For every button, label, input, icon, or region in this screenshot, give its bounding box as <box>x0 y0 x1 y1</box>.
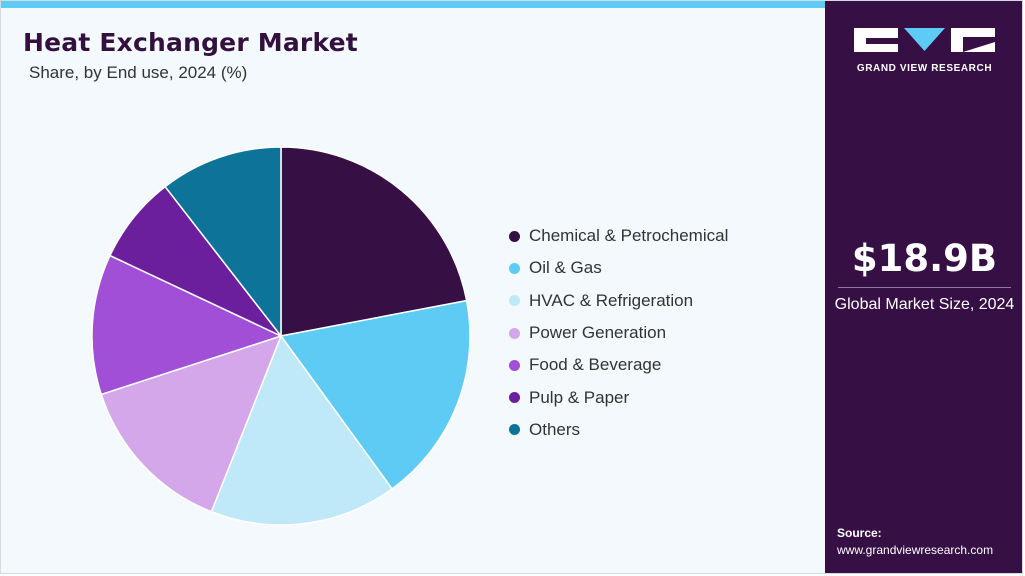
pie-slice-oil-gas[interactable] <box>279 299 471 490</box>
top-accent-bar <box>1 1 825 8</box>
gvr-logo-icon <box>854 28 995 52</box>
legend-swatch <box>509 230 520 242</box>
legend-label: Others <box>529 419 581 439</box>
market-size-label: Global Market Size, 2024 <box>834 296 1015 313</box>
source-url[interactable]: www.grandviewresearch.com <box>837 543 994 557</box>
legend-swatch <box>509 392 520 404</box>
legend-item[interactable]: Power Generation <box>509 317 728 349</box>
legend-swatch <box>509 262 520 274</box>
pie-slice-hvac-refrigeration[interactable] <box>210 334 394 526</box>
info-sidebar: GRAND VIEW RESEARCH $18.9B Global Market… <box>825 1 1022 573</box>
sidebar-divider <box>838 287 1011 288</box>
legend-label: Power Generation <box>529 323 667 343</box>
legend-swatch <box>509 359 520 371</box>
chart-title: Heat Exchanger Market <box>23 28 358 57</box>
legend-swatch <box>509 327 520 339</box>
brand-name: GRAND VIEW RESEARCH <box>856 63 993 74</box>
chart-subtitle: Share, by End use, 2024 (%) <box>29 63 248 82</box>
legend-item[interactable]: HVAC & Refrigeration <box>509 285 728 317</box>
pie-chart <box>91 146 471 526</box>
source-label: Source: <box>837 526 882 540</box>
legend-label: Oil & Gas <box>529 258 602 278</box>
legend-label: HVAC & Refrigeration <box>529 290 694 310</box>
legend-item[interactable]: Chemical & Petrochemical <box>509 220 728 252</box>
legend-swatch <box>509 295 520 307</box>
pie-slice-others[interactable] <box>164 146 282 339</box>
legend-item[interactable]: Others <box>509 414 728 446</box>
legend-item[interactable]: Food & Beverage <box>509 349 728 381</box>
legend-swatch <box>509 424 520 436</box>
legend-label: Chemical & Petrochemical <box>529 226 729 246</box>
legend-item[interactable]: Pulp & Paper <box>509 381 728 413</box>
pie-slice-chemical-petrochemical[interactable] <box>280 146 468 337</box>
legend-label: Pulp & Paper <box>529 387 630 407</box>
legend-item[interactable]: Oil & Gas <box>509 252 728 284</box>
chart-legend: Chemical & Petrochemical Oil & Gas HVAC & … <box>509 220 728 446</box>
legend-label: Food & Beverage <box>529 355 662 375</box>
pie-slice-food-beverage[interactable] <box>91 254 284 396</box>
market-size-value: $18.9B <box>851 237 998 280</box>
chart-panel: Heat Exchanger Market Share, by End use,… <box>1 8 825 573</box>
